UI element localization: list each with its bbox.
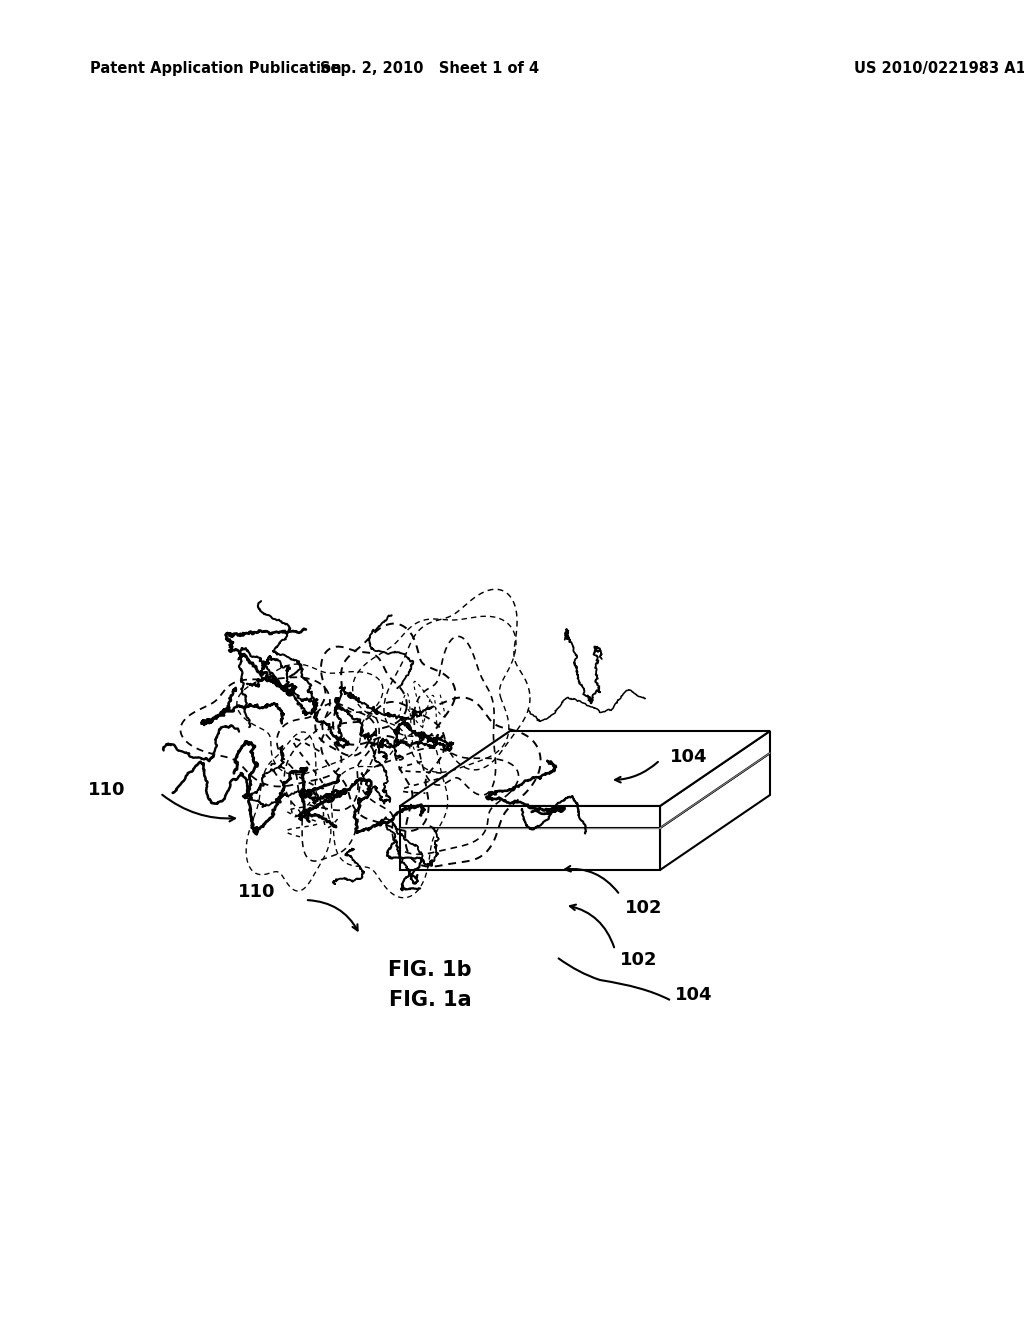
Text: 102: 102 [620, 950, 657, 969]
Text: Sep. 2, 2010   Sheet 1 of 4: Sep. 2, 2010 Sheet 1 of 4 [321, 61, 540, 75]
Polygon shape [400, 731, 770, 807]
Polygon shape [400, 807, 660, 828]
Text: 110: 110 [238, 883, 275, 902]
Polygon shape [660, 752, 770, 870]
Text: 110: 110 [87, 781, 125, 799]
Polygon shape [400, 828, 660, 870]
Text: US 2010/0221983 A1: US 2010/0221983 A1 [854, 61, 1024, 75]
Polygon shape [660, 731, 770, 828]
Text: Patent Application Publication: Patent Application Publication [90, 61, 341, 75]
Text: 104: 104 [675, 986, 713, 1005]
Text: FIG. 1b: FIG. 1b [388, 960, 472, 979]
Text: 104: 104 [670, 748, 708, 766]
Text: 102: 102 [625, 899, 663, 917]
Text: FIG. 1a: FIG. 1a [389, 990, 471, 1010]
